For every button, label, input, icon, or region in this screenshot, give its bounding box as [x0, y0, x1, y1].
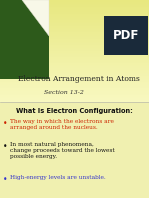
Text: Electron Arrangement in Atoms: Electron Arrangement in Atoms [18, 75, 140, 83]
Text: The way in which the electrons are
arranged around the nucleus.: The way in which the electrons are arran… [10, 119, 114, 130]
Text: •: • [3, 142, 7, 150]
Text: High-energy levels are unstable.: High-energy levels are unstable. [10, 175, 106, 180]
Text: What Is Electron Configuration:: What Is Electron Configuration: [16, 108, 133, 114]
Polygon shape [22, 0, 49, 36]
FancyBboxPatch shape [0, 102, 149, 198]
Text: Section 13-2: Section 13-2 [44, 89, 84, 95]
Text: PDF: PDF [113, 29, 139, 42]
FancyBboxPatch shape [0, 0, 49, 79]
Text: •: • [3, 119, 7, 128]
Text: •: • [3, 175, 7, 184]
Text: In most natural phenomena,
change proceeds toward the lowest
possible energy.: In most natural phenomena, change procee… [10, 142, 115, 159]
FancyBboxPatch shape [104, 16, 148, 55]
